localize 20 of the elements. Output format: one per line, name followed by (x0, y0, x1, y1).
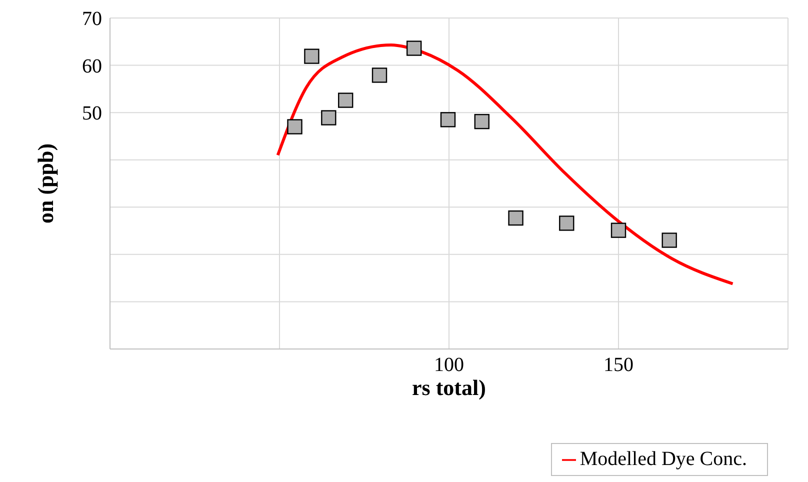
x-tick-label: 100 (434, 354, 464, 376)
y-tick-label: 50 (82, 102, 102, 125)
point (372, 68, 388, 83)
point (406, 40, 422, 56)
point (440, 112, 456, 128)
point (662, 232, 677, 248)
y-tick-label: 60 (82, 55, 102, 78)
point (559, 216, 574, 231)
y-axis-title: on (ppb) (32, 143, 58, 224)
y-tick-label: 70 (82, 8, 102, 30)
legend-label: Modelled Dye Conc. (580, 448, 747, 470)
point (321, 110, 336, 126)
point (304, 48, 320, 64)
x-axis-title: rs total) (412, 375, 486, 400)
point (338, 92, 354, 108)
point (474, 114, 490, 130)
point (508, 210, 524, 226)
point (610, 222, 626, 238)
point (287, 119, 302, 134)
x-tick-label: 150 (604, 354, 634, 376)
